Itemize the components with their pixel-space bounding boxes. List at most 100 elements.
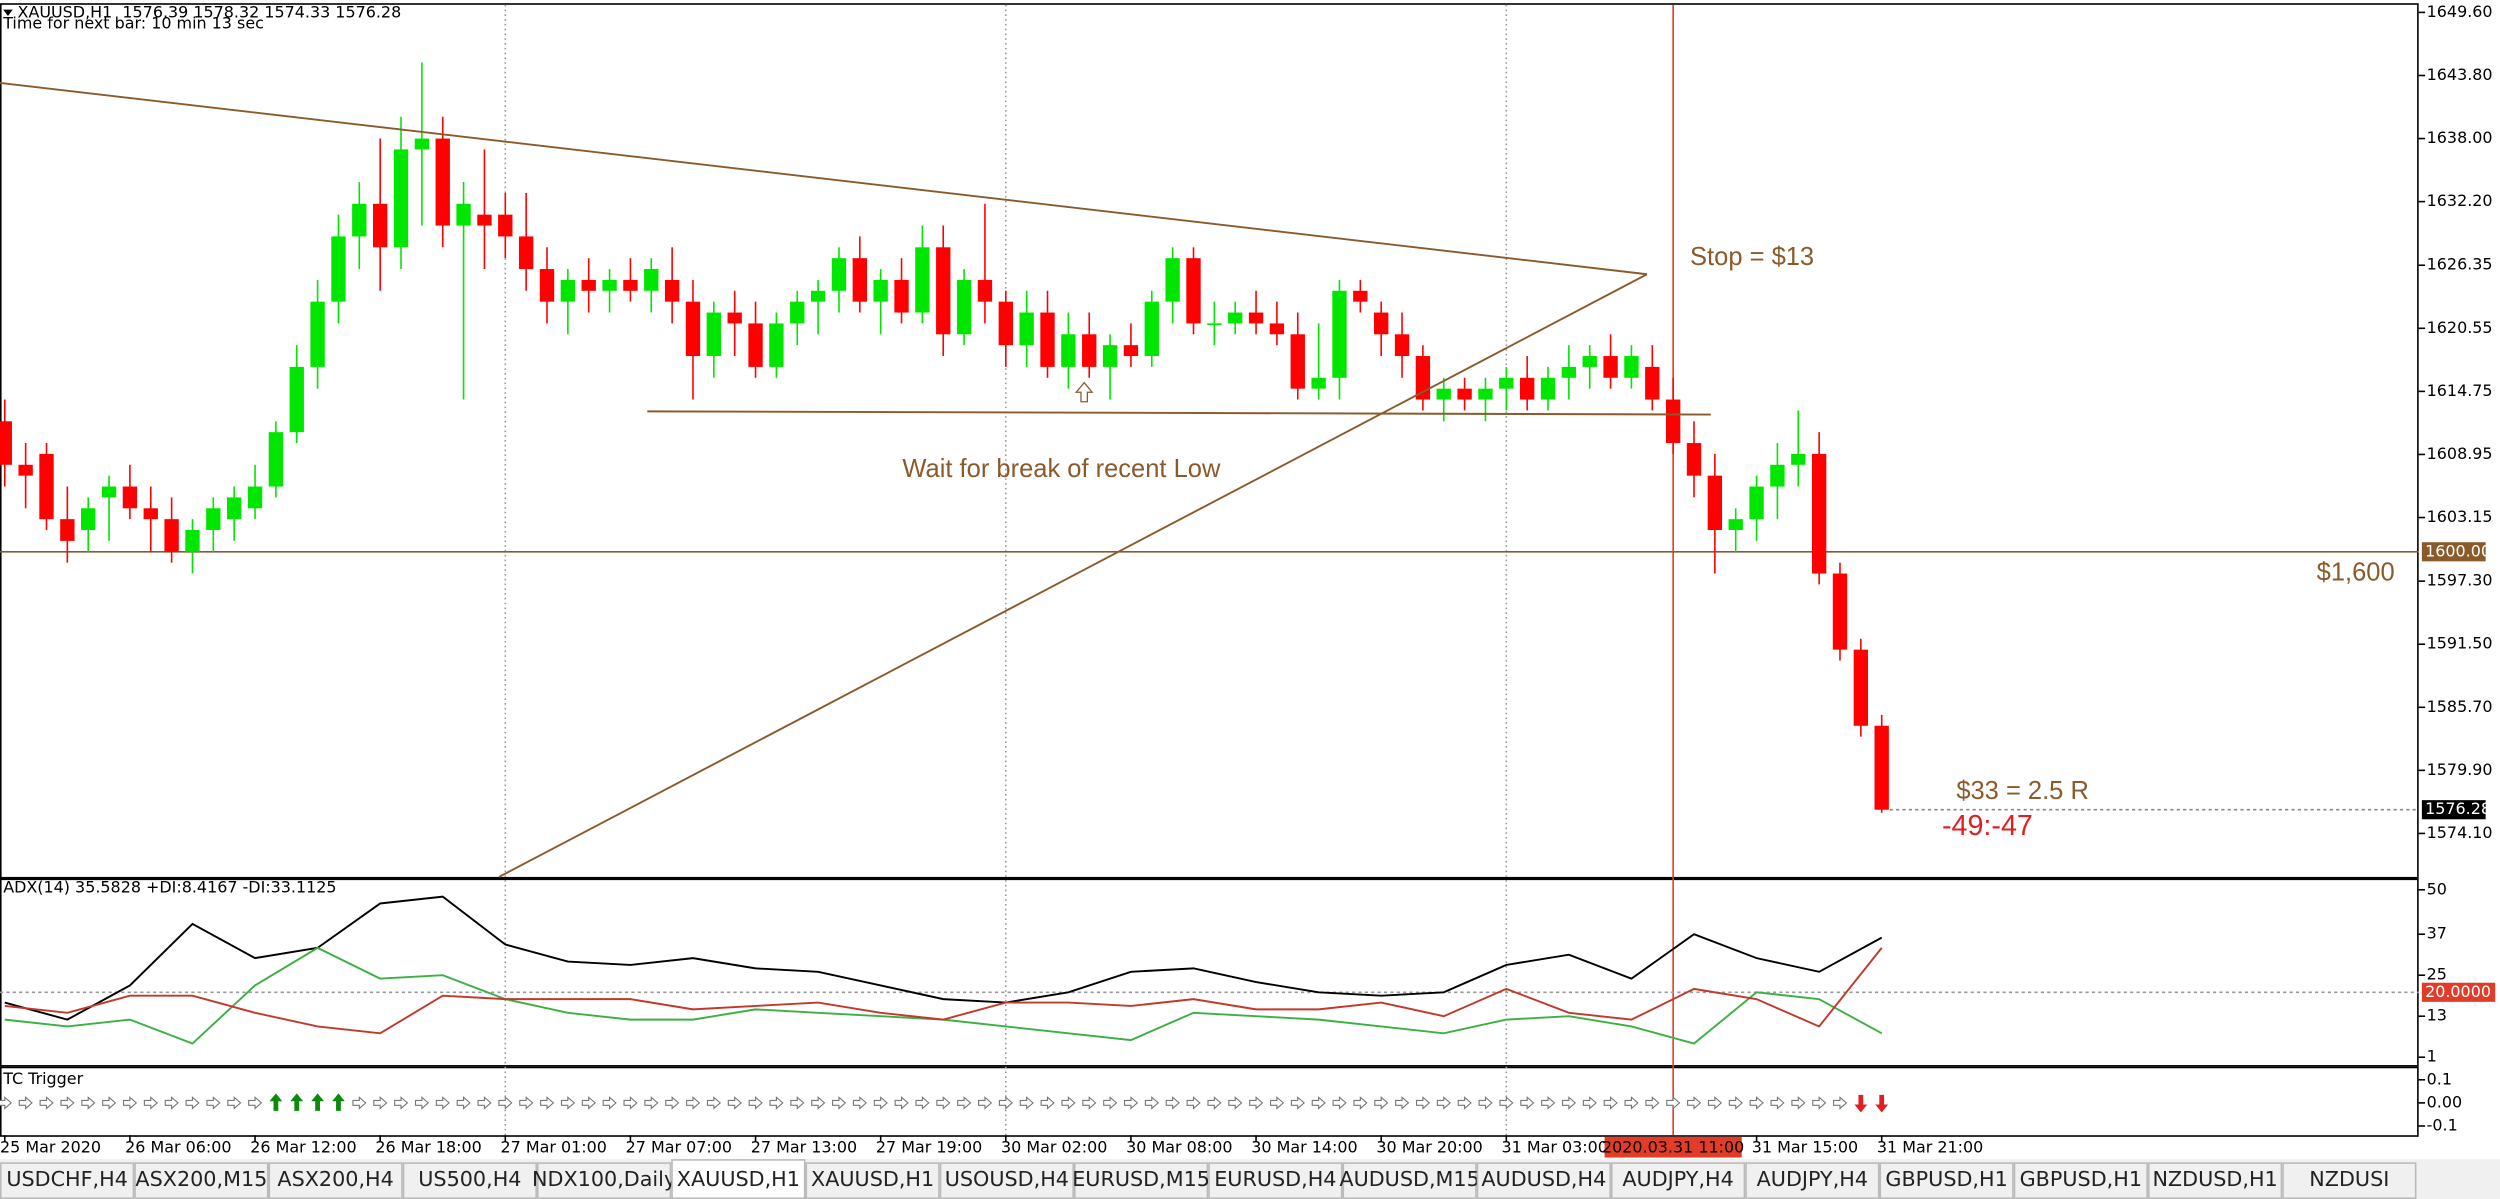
- candle-body: [1436, 388, 1451, 400]
- tab-label[interactable]: AUDUSD,M15: [1339, 1167, 1479, 1191]
- tab[interactable]: [536, 1162, 672, 1199]
- signal-arrow-flat: [1541, 1096, 1556, 1110]
- candle-body: [1374, 312, 1389, 335]
- signal-arrow-up: [332, 1093, 345, 1111]
- candle-body: [894, 279, 909, 313]
- candle-body: [0, 421, 12, 465]
- tab-label[interactable]: AUDJPY,H4: [1757, 1167, 1868, 1191]
- candle-body: [1332, 290, 1347, 378]
- tab-label[interactable]: NZDUSI: [2309, 1167, 2389, 1191]
- candle-body: [268, 432, 284, 487]
- tab[interactable]: [1208, 1162, 1343, 1199]
- tab-label[interactable]: NDX100,Daily: [532, 1167, 676, 1191]
- tab[interactable]: [402, 1162, 537, 1199]
- crosshair-label: 2020.03.31 11:00: [1602, 1137, 1744, 1156]
- y-tick-label: 13: [2427, 1006, 2447, 1025]
- tab-label[interactable]: AUDUSD,H4: [1481, 1167, 1606, 1191]
- tab[interactable]: [134, 1162, 269, 1199]
- signal-arrow-flat: [1103, 1096, 1118, 1110]
- signal-arrow-flat: [164, 1096, 179, 1110]
- candle-body: [644, 269, 659, 291]
- tab[interactable]: [2147, 1162, 2283, 1199]
- tab[interactable]: [1342, 1162, 1477, 1199]
- level-tag: [2421, 982, 2496, 1002]
- x-tick-label: 31 Mar 15:00: [1752, 1137, 1858, 1156]
- panel-title: ADX(14) 35.5828 +DI:8.4167 -DI:33.1125: [3, 878, 336, 897]
- signal-arrow-flat: [373, 1096, 388, 1110]
- candle-body: [1123, 345, 1139, 357]
- signal-arrow-flat: [769, 1096, 784, 1110]
- y-tick-label: 1638.00: [2427, 128, 2493, 147]
- signal-arrow-flat: [1061, 1096, 1076, 1110]
- signal-arrow-flat: [748, 1096, 763, 1110]
- y-tick-label: 1632.20: [2427, 191, 2493, 210]
- candle-body: [769, 323, 784, 367]
- tab-label[interactable]: XAUUSD,H1: [811, 1167, 934, 1191]
- tab-label[interactable]: USDCHF,H4: [6, 1167, 128, 1191]
- candle-body: [1415, 356, 1431, 400]
- tab-label[interactable]: NZDUSD,H1: [2152, 1167, 2277, 1191]
- tab-label[interactable]: EURUSD,H4: [1214, 1167, 1336, 1191]
- signal-arrow-flat: [1582, 1096, 1597, 1110]
- signal-arrow-flat: [0, 1096, 13, 1110]
- tab[interactable]: [1073, 1162, 1209, 1199]
- tab-label[interactable]: GBPUSD,H1: [2020, 1167, 2142, 1191]
- price-level-label: 1600.00: [2425, 541, 2491, 560]
- tab-label[interactable]: ASX200,M15: [135, 1167, 267, 1191]
- y-tick-label: 25: [2427, 965, 2447, 984]
- tab[interactable]: [1610, 1162, 1746, 1199]
- signal-arrow-down: [1854, 1094, 1868, 1113]
- dropdown-icon[interactable]: [3, 9, 13, 16]
- tab[interactable]: [671, 1159, 806, 1199]
- signal-arrow-flat: [498, 1096, 513, 1110]
- signal-arrow-flat: [644, 1096, 659, 1110]
- tab[interactable]: [2013, 1162, 2148, 1199]
- candle-body: [581, 279, 596, 291]
- tab-label[interactable]: XAUUSD,H1: [677, 1167, 800, 1191]
- tab[interactable]: [1879, 1162, 2014, 1199]
- signal-arrow-flat: [1395, 1096, 1410, 1110]
- signal-arrow-flat: [248, 1096, 263, 1110]
- adx-panel: [0, 878, 2419, 1067]
- tab[interactable]: [0, 1162, 135, 1199]
- y-tick-label: 1620.55: [2427, 318, 2493, 337]
- tab[interactable]: [939, 1162, 1074, 1199]
- y-tick-label: 50: [2427, 879, 2447, 898]
- signal-arrow-flat: [394, 1096, 409, 1110]
- tab-label[interactable]: US500,H4: [418, 1167, 521, 1191]
- tab-label[interactable]: EURUSD,M15: [1072, 1167, 1210, 1191]
- tab-label[interactable]: ASX200,H4: [277, 1167, 393, 1191]
- annotation: Wait for break of recent Low: [902, 455, 1221, 483]
- x-tick-label: 31 Mar 03:00: [1502, 1137, 1608, 1156]
- tab[interactable]: [1476, 1162, 1611, 1199]
- tab[interactable]: [805, 1162, 940, 1199]
- trend-line: [0, 81, 1648, 276]
- signal-arrow-flat: [832, 1096, 847, 1110]
- candle-body: [977, 279, 993, 302]
- signal-arrow-flat: [957, 1096, 972, 1110]
- signal-arrow-flat: [39, 1096, 54, 1110]
- tab[interactable]: [268, 1162, 403, 1199]
- tab[interactable]: [2282, 1162, 2417, 1199]
- tab-label[interactable]: GBPUSD,H1: [1885, 1167, 2007, 1191]
- y-tick-label: 1585.70: [2427, 697, 2493, 716]
- signal-arrow-down: [1875, 1094, 1889, 1113]
- arrow-icon: [1074, 381, 1094, 403]
- candle-body: [39, 453, 54, 520]
- tab-label[interactable]: USOUSD,H4: [945, 1167, 1069, 1191]
- tab-label[interactable]: AUDJPY,H4: [1622, 1167, 1733, 1191]
- signal-arrow-flat: [435, 1096, 450, 1110]
- signal-arrow-flat: [122, 1096, 138, 1110]
- candle-body: [1102, 345, 1118, 367]
- signal-arrow-flat: [1332, 1096, 1347, 1110]
- annotation: $33 = 2.5 R: [1956, 777, 2089, 805]
- crosshair-label-bg: [1604, 1136, 1742, 1158]
- signal-arrow-flat: [1228, 1096, 1243, 1110]
- candle-body: [1707, 475, 1723, 531]
- signal-arrow-flat: [1687, 1096, 1702, 1110]
- candle-body: [393, 149, 409, 248]
- candle-body: [1519, 377, 1535, 400]
- tab[interactable]: [1745, 1162, 1880, 1199]
- signal-arrow-flat: [1311, 1096, 1326, 1110]
- signal-arrow-flat: [727, 1096, 742, 1110]
